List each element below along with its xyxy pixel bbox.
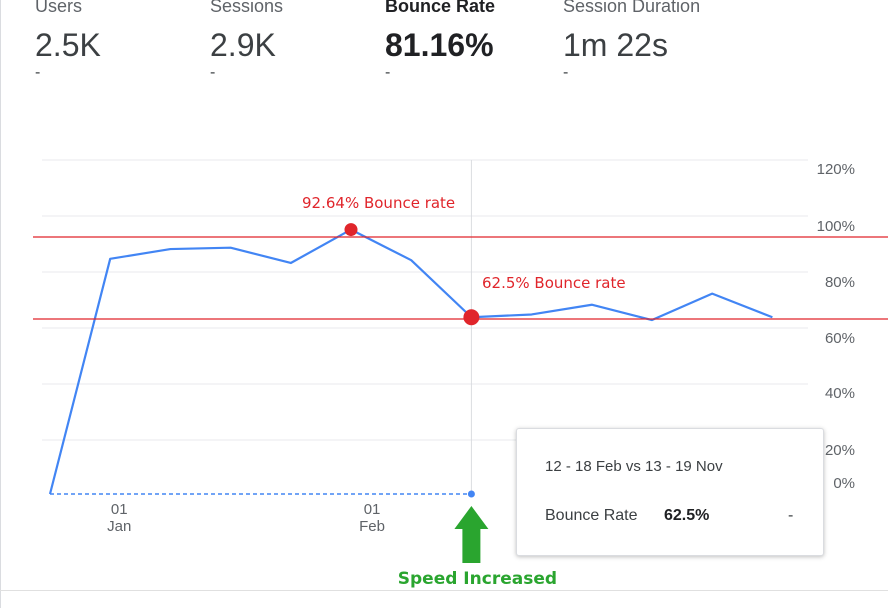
x-tick-month: Feb (359, 518, 385, 535)
metric-delta: - (385, 64, 391, 81)
annotation-label-high: 92.64% Bounce rate (302, 194, 455, 212)
metric-value: 81.16% (385, 27, 494, 63)
y-tick-label: 20% (825, 442, 855, 459)
card-bottom-border (0, 590, 888, 591)
annotation-label-low: 62.5% Bounce rate (482, 274, 626, 292)
metric-label: Bounce Rate (385, 0, 496, 16)
metric-label: Users (35, 0, 83, 16)
hover-dot (467, 490, 475, 498)
metric-session-duration[interactable]: Session Duration 1m 22s - (563, 0, 701, 81)
metric-sessions[interactable]: Sessions 2.9K - (210, 0, 284, 81)
metric-label: Session Duration (563, 0, 701, 16)
y-tick-label: 100% (817, 218, 855, 235)
metric-label: Sessions (210, 0, 284, 16)
annotation-marker-high (344, 223, 358, 237)
y-tick-label: 120% (817, 161, 855, 178)
tooltip-date-range: 12 - 18 Feb vs 13 - 19 Nov (545, 458, 723, 475)
chart-tooltip: 12 - 18 Feb vs 13 - 19 Nov Bounce Rate 6… (516, 428, 824, 556)
x-tick-day: 01 (111, 501, 128, 518)
annotation-marker-low (463, 309, 480, 326)
metric-delta: - (563, 64, 569, 81)
metric-delta: - (35, 64, 41, 81)
tooltip-metric-name: Bounce Rate (545, 507, 638, 524)
y-tick-label: 40% (825, 385, 855, 402)
metric-users[interactable]: Users 2.5K - (35, 0, 101, 81)
tooltip-metric-value: 62.5% (664, 507, 710, 524)
y-tick-label: 80% (825, 274, 855, 291)
tooltip-metric-delta: - (788, 507, 794, 524)
x-tick-month: Jan (107, 518, 131, 535)
metric-bounce-rate[interactable]: Bounce Rate 81.16% - (385, 0, 496, 81)
card-left-border (0, 0, 1, 608)
bounce-rate-series-line (48, 228, 773, 495)
metric-value: 1m 22s (563, 27, 668, 63)
metric-delta: - (210, 64, 216, 81)
metric-value: 2.5K (35, 27, 101, 63)
x-tick-day: 01 (364, 501, 381, 518)
speed-increased-label: Speed Increased (398, 569, 557, 589)
metric-value: 2.9K (210, 27, 276, 63)
y-tick-label: 60% (825, 330, 855, 347)
y-tick-label: 0% (833, 475, 855, 492)
speed-arrow-icon (454, 506, 489, 563)
